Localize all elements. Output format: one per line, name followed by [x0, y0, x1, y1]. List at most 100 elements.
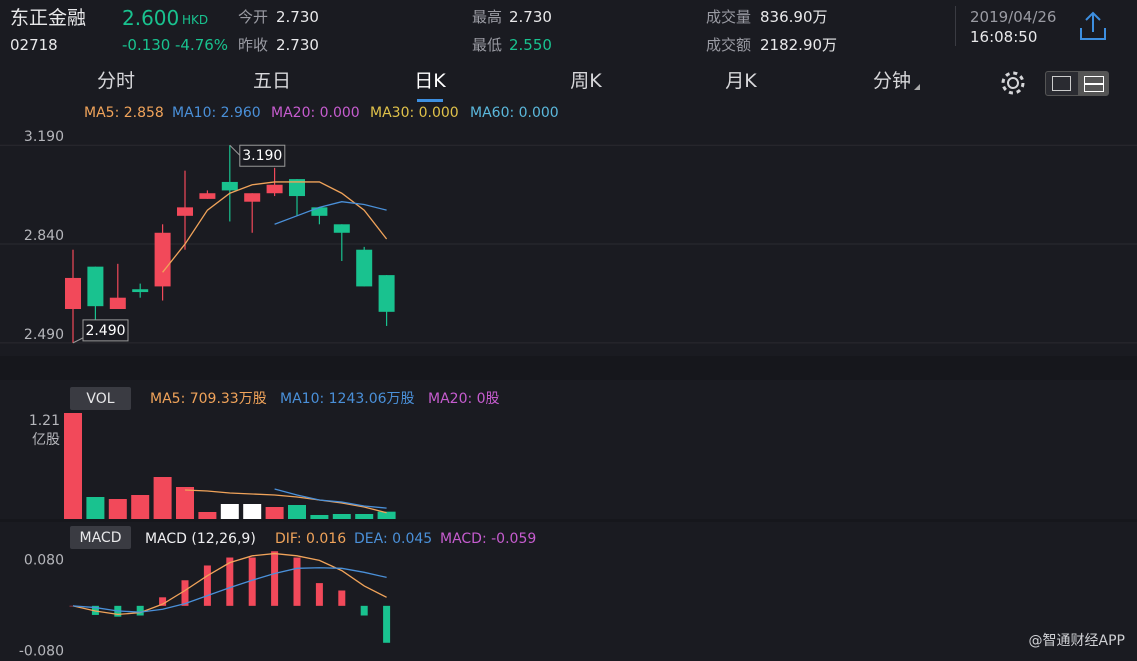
- legend-entry: MACD: -0.059: [440, 531, 536, 547]
- candle-body: [289, 179, 305, 197]
- y-tick-label: 3.190: [24, 129, 64, 145]
- volume-bar: [243, 504, 262, 519]
- stat-label: 最高: [472, 8, 503, 26]
- date: 2019/04/26: [970, 8, 1057, 26]
- macd-bar: [360, 605, 368, 616]
- macd-bar: [293, 557, 301, 606]
- stock-name: 东正金融: [10, 7, 87, 29]
- layout-single[interactable]: [1052, 76, 1071, 91]
- legend-entry: MA20: 0股: [428, 391, 500, 407]
- stat-label: 昨收: [238, 36, 269, 54]
- tab[interactable]: 月K: [725, 70, 757, 92]
- macd-bar: [315, 583, 323, 606]
- panel-separator: [0, 519, 1137, 522]
- volume-bar: [153, 477, 172, 519]
- stat-value: 2.730: [276, 8, 319, 26]
- badge-label: MACD: [80, 530, 122, 546]
- legend-entry: MA30: 0.000: [370, 105, 459, 121]
- chart-area: 3.190 2.840 2.490 MA5: 2.858 MA10: 2.960 MA20…: [0, 105, 1137, 659]
- stat-label: 最低: [472, 36, 503, 54]
- badge-label: VOL: [86, 391, 114, 407]
- settings-icon[interactable]: [998, 68, 1028, 98]
- share-icon[interactable]: [1078, 10, 1108, 42]
- candle-body: [177, 207, 193, 216]
- indicator-line: [274, 488, 387, 509]
- layout-toggle[interactable]: [1045, 71, 1109, 96]
- macd-bar: [136, 605, 144, 616]
- macd-bar: [203, 565, 211, 606]
- volume-bar: [355, 513, 374, 519]
- tab-underline: [417, 99, 443, 102]
- volume-bar: [198, 512, 217, 519]
- candle-body: [65, 277, 81, 309]
- currency: HKD: [182, 13, 209, 27]
- stat-value: 2.730: [276, 36, 319, 54]
- candle-body: [132, 289, 149, 293]
- macd-bar: [159, 597, 167, 606]
- stat-value: 2182.90万: [760, 36, 838, 54]
- candle-body: [378, 275, 395, 312]
- price: 2.600: [122, 6, 180, 30]
- y-tick-label: 2.490: [24, 327, 64, 343]
- legend-entry: DEA: 0.045: [354, 531, 432, 547]
- tab[interactable]: 五日: [252, 70, 292, 92]
- volume-bar: [265, 506, 284, 519]
- candle-body: [333, 224, 350, 233]
- annotation-leader: [72, 337, 84, 344]
- macd-bar: [338, 590, 346, 606]
- tab[interactable]: 日K: [414, 70, 446, 92]
- dropdown-caret: [914, 84, 920, 90]
- tab[interactable]: 分时: [96, 70, 136, 92]
- volume-bar: [108, 499, 127, 519]
- stat-label: 成交量: [706, 8, 752, 26]
- macd-bar: [383, 605, 391, 643]
- volume-bar: [64, 413, 82, 519]
- stat-label: 成交额: [706, 36, 752, 54]
- macd-bar: [248, 557, 256, 606]
- volume-bar: [220, 504, 239, 519]
- volume-bar: [310, 514, 329, 519]
- annotation-box: [82, 319, 129, 342]
- tab[interactable]: 分钟: [872, 70, 912, 92]
- indicator-title: MACD (12,26,9): [145, 531, 256, 547]
- indicator-line: [274, 201, 387, 225]
- y-tick-label: 0.080: [24, 552, 64, 568]
- legend-entry: MA10: 1243.06万股: [280, 391, 415, 407]
- panel-separator: [0, 356, 1137, 380]
- annotation-leader: [229, 144, 241, 156]
- candle-body: [244, 193, 261, 202]
- volume-bar: [131, 494, 150, 519]
- time: 16:08:50: [970, 28, 1038, 46]
- y-tick-label: -0.080: [19, 643, 64, 659]
- annotation-box: [239, 144, 286, 167]
- annotation: 2.490: [85, 323, 125, 339]
- legend-entry: MA5: 2.858: [84, 105, 164, 121]
- candle-body: [266, 184, 283, 194]
- candle-body: [109, 297, 126, 309]
- indicator-badge: [70, 526, 131, 549]
- legend-entry: MA20: 0.000: [271, 105, 360, 121]
- macd-bar: [271, 551, 279, 606]
- y-tick-label: 2.840: [24, 228, 64, 244]
- volume-bar: [332, 513, 351, 519]
- layout-split-top: [1084, 76, 1104, 84]
- y-tick-label: 1.21: [29, 413, 60, 429]
- indicator-line: [184, 489, 387, 514]
- tab[interactable]: 周K: [570, 70, 602, 92]
- volume-bar: [288, 505, 306, 519]
- watermark: @智通财经APP: [1028, 633, 1125, 649]
- stat-value: 2.550: [509, 36, 552, 54]
- indicator-line: [72, 567, 387, 613]
- legend-entry: MA10: 2.960: [172, 105, 261, 121]
- indicator-line: [72, 552, 387, 616]
- stock-code: 02718: [10, 36, 58, 54]
- separator: [955, 6, 956, 46]
- volume-bar: [377, 511, 396, 519]
- legend-entry: MA5: 709.33万股: [150, 391, 267, 407]
- volume-bar: [86, 497, 105, 519]
- change-pct: -4.76%: [175, 36, 229, 54]
- volume-bar: [176, 486, 194, 519]
- indicator-line: [162, 181, 388, 273]
- stat-value: 836.90万: [760, 8, 828, 26]
